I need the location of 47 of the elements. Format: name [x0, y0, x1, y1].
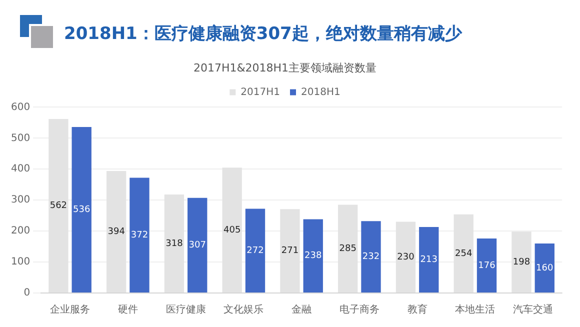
- bar: [245, 208, 266, 292]
- chart-title: 2018H1：医疗健康融资307起，绝对数量稍有减少: [64, 22, 462, 44]
- bar: [534, 243, 554, 292]
- y-tick-label: 300: [10, 194, 30, 206]
- data-label: 318: [166, 238, 184, 249]
- y-tick-label: 0: [24, 288, 30, 299]
- bar: [130, 178, 150, 292]
- data-label: 271: [281, 246, 299, 256]
- data-label: 176: [478, 260, 496, 271]
- y-tick-label: 500: [10, 132, 30, 144]
- bar: [72, 127, 92, 292]
- x-tick-label: 本地生活: [455, 304, 496, 316]
- y-tick-label: 400: [10, 164, 30, 175]
- legend-label: 2018H1: [301, 86, 340, 98]
- bar: [361, 221, 381, 292]
- data-label: 307: [188, 240, 206, 251]
- x-tick-label: 医疗健康: [166, 304, 206, 316]
- data-label: 232: [362, 252, 380, 262]
- data-label: 285: [339, 244, 356, 254]
- x-tick-label: 硬件: [118, 304, 138, 316]
- data-label: 160: [536, 263, 554, 274]
- x-tick-label: 汽车交通: [513, 304, 554, 316]
- data-label: 562: [50, 201, 68, 212]
- data-label: 238: [304, 251, 322, 262]
- data-label: 213: [420, 255, 438, 266]
- x-tick-label: 电子商务: [339, 304, 380, 316]
- bar: [188, 198, 208, 292]
- data-label: 536: [73, 205, 90, 216]
- data-label: 394: [108, 227, 126, 238]
- chart-subtitle: 2017H1&2018H1主要领域融资数量: [193, 61, 377, 74]
- data-label: 254: [455, 248, 472, 259]
- data-label: 405: [223, 225, 241, 236]
- x-tick-label: 文化娱乐: [224, 304, 264, 316]
- bar: [476, 238, 497, 292]
- legend-label: 2017H1: [240, 86, 280, 98]
- x-tick-label: 教育: [407, 304, 428, 316]
- data-label: 272: [246, 246, 264, 256]
- bar: [303, 219, 323, 292]
- y-tick-label: 100: [10, 256, 30, 268]
- y-tick-label: 200: [10, 226, 30, 237]
- data-label: 372: [130, 230, 148, 240]
- bar: [419, 227, 439, 292]
- x-tick-label: 企业服务: [50, 304, 90, 316]
- x-tick-label: 金融: [292, 304, 312, 316]
- data-label: 230: [397, 252, 415, 262]
- y-tick-label: 600: [10, 102, 30, 113]
- data-label: 198: [512, 257, 530, 268]
